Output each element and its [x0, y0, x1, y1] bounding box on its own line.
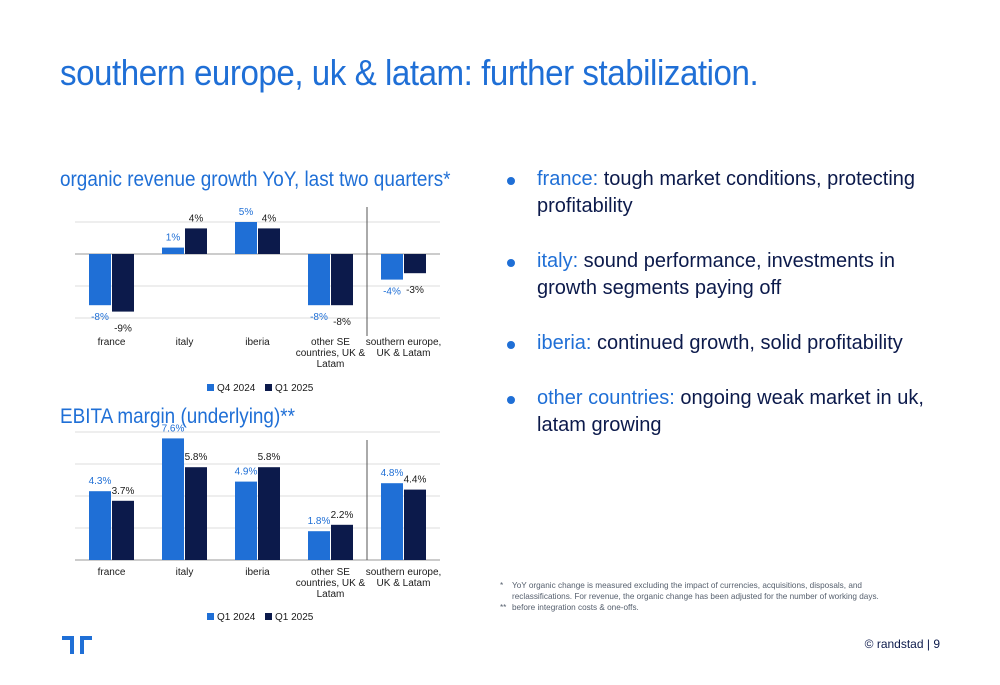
data-label: 4.9% — [235, 467, 258, 478]
category-label: southern europe, — [366, 567, 442, 578]
data-label: -8% — [333, 317, 351, 328]
category-label: italy — [176, 567, 194, 578]
data-label: -3% — [406, 285, 424, 296]
footnote-revenue: * YoY organic change is measured excludin… — [500, 580, 920, 602]
bullet-france: france: tough market conditions, protect… — [505, 166, 925, 220]
bar-q1-2025 — [258, 467, 280, 560]
data-label: 4% — [189, 213, 204, 224]
data-label: 3.7% — [112, 486, 135, 497]
bar-q1-2025 — [331, 254, 353, 306]
bar-q1-2025 — [404, 254, 426, 274]
bar-q4-2024 — [162, 247, 184, 254]
bullet-dot — [507, 259, 515, 267]
data-label: 5% — [239, 207, 254, 218]
bar-q1-2025 — [185, 467, 207, 560]
bar-q1-2025 — [258, 228, 280, 254]
bullet-other-countries: other countries: ongoing weak market in … — [505, 385, 925, 439]
bullet-dot — [507, 177, 515, 185]
bar-q4-2024 — [308, 254, 330, 306]
bullet-iberia: iberia: continued growth, solid profitab… — [505, 330, 925, 357]
footnote-text: YoY organic change is measured excluding… — [512, 581, 879, 601]
bullet-highlight: france: — [537, 168, 599, 190]
footnotes: * YoY organic change is measured excludin… — [500, 580, 920, 613]
legend-label: Q1 2024 — [217, 612, 256, 623]
bullet-text: continued growth, solid profitability — [591, 332, 903, 354]
category-label: iberia — [245, 337, 270, 348]
data-label: 2.2% — [331, 510, 354, 521]
data-label: -8% — [310, 312, 328, 323]
bullet-text: sound performance, investments in growth… — [537, 250, 895, 299]
bar-q1-2024 — [235, 481, 257, 560]
page-footer: © randstad | 9 — [864, 637, 940, 651]
legend-label: Q1 2025 — [275, 383, 314, 394]
data-label: -9% — [114, 324, 132, 335]
revenue-chart-title: organic revenue growth YoY, last two qua… — [60, 168, 451, 191]
legend-swatch — [265, 384, 272, 391]
bar-q1-2025 — [331, 524, 353, 560]
footnote-ebita: ** before integration costs & one-offs. — [500, 602, 920, 613]
bar-q4-2024 — [235, 222, 257, 254]
ebita-chart-title: EBITA margin (underlying)** — [60, 405, 295, 428]
category-label: Latam — [317, 589, 345, 600]
bar-q1-2024 — [308, 531, 330, 560]
ebita-margin-chart: 4.3%3.7%france7.6%5.8%italy4.9%5.8%iberi… — [75, 423, 441, 623]
data-label: 4% — [262, 213, 277, 224]
legend-swatch — [207, 613, 214, 620]
legend-swatch — [207, 384, 214, 391]
bullet-highlight: other countries: — [537, 387, 675, 409]
data-label: 5.8% — [185, 452, 208, 463]
data-label: 1.8% — [308, 516, 331, 527]
bullet-highlight: iberia: — [537, 332, 592, 354]
data-label: 7.6% — [162, 423, 185, 434]
category-label: southern europe, — [366, 337, 442, 348]
bullet-text: tough market conditions, protecting prof… — [537, 168, 916, 217]
bar-q1-2025 — [112, 254, 134, 312]
bullet-highlight: italy: — [537, 250, 579, 272]
category-label: france — [98, 567, 126, 578]
bullet-dot — [507, 396, 515, 404]
data-label: 1% — [166, 233, 181, 244]
bar-q1-2024 — [89, 491, 111, 560]
footnote-text: before integration costs & one-offs. — [512, 603, 639, 612]
data-label: 4.3% — [89, 476, 112, 487]
data-label: -4% — [383, 287, 401, 298]
bar-q1-2025 — [112, 500, 134, 560]
footnote-marker: ** — [500, 603, 507, 612]
legend-swatch — [265, 613, 272, 620]
key-points-list: france: tough market conditions, protect… — [505, 166, 925, 467]
legend-label: Q1 2025 — [275, 612, 314, 623]
bullet-italy: italy: sound performance, investments in… — [505, 248, 925, 302]
category-label: italy — [176, 337, 194, 348]
category-label: countries, UK & — [296, 578, 366, 589]
bar-q1-2025 — [185, 228, 207, 254]
bullet-text: ongoing weak market in uk, latam growing — [537, 387, 924, 436]
data-label: 4.4% — [404, 475, 427, 486]
bar-q1-2024 — [162, 438, 184, 560]
data-label: 5.8% — [258, 452, 281, 463]
data-label: -8% — [91, 312, 109, 323]
revenue-growth-chart: -8% -9% france 1% 4% italy 5% 4% iberia -8% -8% oth… — [75, 207, 441, 394]
footnote-marker: * — [500, 581, 504, 590]
slide-title: southern europe, uk & latam: further sta… — [60, 52, 759, 93]
category-label: other SE — [311, 337, 350, 348]
category-label: countries, UK & — [296, 348, 366, 359]
data-label: 4.8% — [381, 468, 404, 479]
category-label: UK & Latam — [377, 578, 431, 589]
randstad-logo-icon — [62, 636, 92, 654]
category-label: france — [98, 337, 126, 348]
bar-q1-2024 — [381, 483, 403, 560]
bar-q1-2025 — [404, 489, 426, 560]
category-label: other SE — [311, 567, 350, 578]
bar-q4-2024 — [381, 254, 403, 280]
bar-q4-2024 — [89, 254, 111, 306]
category-label: iberia — [245, 567, 270, 578]
bullet-dot — [507, 341, 515, 349]
legend-label: Q4 2024 — [217, 383, 256, 394]
category-label: UK & Latam — [377, 348, 431, 359]
category-label: Latam — [317, 359, 345, 370]
